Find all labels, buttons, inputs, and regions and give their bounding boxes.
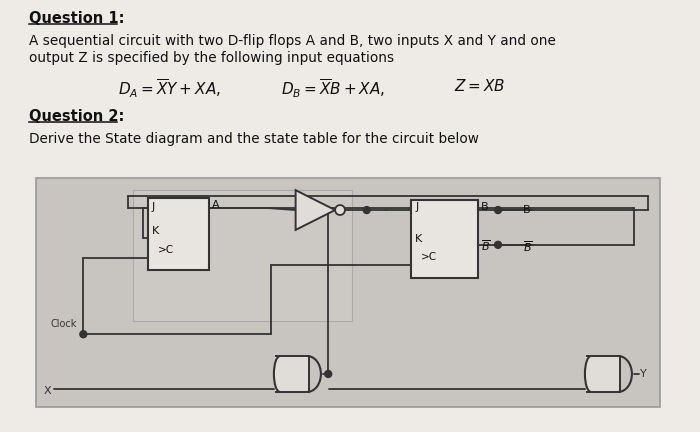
Text: J: J <box>151 202 155 212</box>
Text: $Z = XB$: $Z = XB$ <box>454 78 505 94</box>
Text: A: A <box>211 200 219 210</box>
Bar <box>148 198 209 270</box>
Circle shape <box>495 206 501 213</box>
Bar <box>586 357 592 391</box>
Text: $D_B = \overline{X}B + XA,$: $D_B = \overline{X}B + XA,$ <box>281 78 385 100</box>
Polygon shape <box>295 190 335 230</box>
Bar <box>276 356 309 392</box>
Text: output Z is specified by the following input equations: output Z is specified by the following i… <box>29 51 394 65</box>
Circle shape <box>335 205 345 215</box>
Text: J: J <box>415 202 419 212</box>
Bar <box>133 190 352 321</box>
Text: Derive the State diagram and the state table for the circuit below: Derive the State diagram and the state t… <box>29 132 479 146</box>
Circle shape <box>495 241 501 248</box>
Text: Clock: Clock <box>51 319 77 329</box>
Bar <box>587 356 620 392</box>
Bar <box>275 357 281 391</box>
Text: A sequential circuit with two D-flip flops A and B, two inputs X and Y and one: A sequential circuit with two D-flip flo… <box>29 34 556 48</box>
Text: >C: >C <box>421 252 437 262</box>
Text: X: X <box>44 386 52 396</box>
Text: Question 1:: Question 1: <box>29 11 125 26</box>
Text: K: K <box>151 226 159 236</box>
Text: $D_A = \overline{X}Y + XA,$: $D_A = \overline{X}Y + XA,$ <box>118 78 220 100</box>
Text: Question 2:: Question 2: <box>29 109 125 124</box>
Circle shape <box>363 206 370 213</box>
Bar <box>36 178 660 407</box>
Circle shape <box>80 331 87 338</box>
Bar <box>411 200 478 278</box>
Text: B: B <box>481 202 489 212</box>
Text: $\overline{B}$: $\overline{B}$ <box>523 240 532 254</box>
Text: K: K <box>415 234 422 244</box>
Text: >C: >C <box>158 245 174 255</box>
Text: B: B <box>523 205 531 215</box>
Text: Y: Y <box>640 369 647 379</box>
Text: $\overline{B}$: $\overline{B}$ <box>481 239 491 254</box>
Circle shape <box>325 371 332 378</box>
